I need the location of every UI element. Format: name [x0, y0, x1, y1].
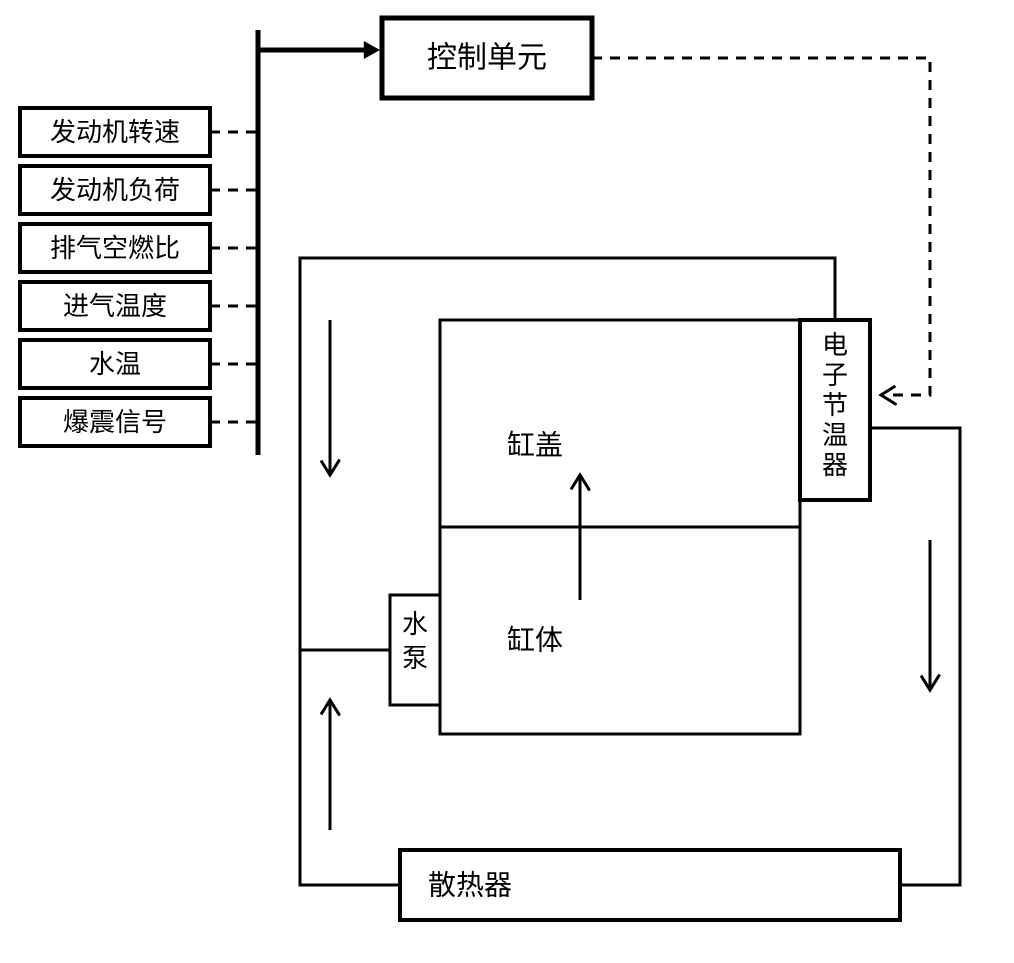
pipe-right-down — [870, 428, 960, 885]
input-label-2: 排气空燃比 — [50, 233, 180, 263]
control-unit-label: 控制单元 — [427, 42, 547, 75]
thermostat-label: 电子节温器 — [822, 330, 848, 480]
radiator-label: 散热器 — [428, 870, 512, 901]
diagram-canvas: 发动机转速发动机负荷排气空燃比进气温度水温爆震信号控制单元缸盖缸体水泵电子节温器… — [0, 0, 1014, 963]
cylinder-body-label: 缸体 — [507, 625, 563, 656]
input-label-4: 水温 — [89, 349, 141, 379]
pipe-left-return — [300, 650, 400, 885]
input-label-1: 发动机负荷 — [50, 175, 180, 205]
cylinder-cover-label: 缸盖 — [507, 430, 563, 461]
input-label-3: 进气温度 — [63, 291, 167, 321]
input-label-0: 发动机转速 — [50, 117, 180, 147]
input-label-5: 爆震信号 — [63, 407, 167, 437]
bus-to-control-arrow — [364, 41, 380, 59]
